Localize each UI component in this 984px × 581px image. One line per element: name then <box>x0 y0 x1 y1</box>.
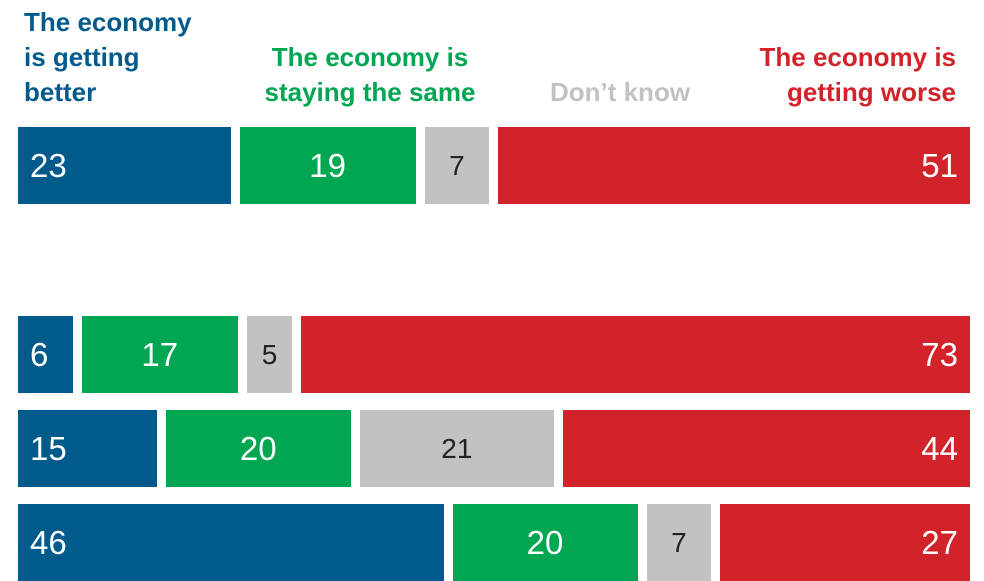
bar-segment: 6 <box>18 316 73 393</box>
bar-segment: 19 <box>239 127 416 204</box>
bar-segment: 46 <box>18 504 444 581</box>
legend-header: The economy is getting worse <box>759 42 957 107</box>
bar-segment: 27 <box>720 504 970 581</box>
value-label: 27 <box>921 523 958 561</box>
bar-segment: 17 <box>81 316 238 393</box>
bar-segment: 21 <box>359 410 554 487</box>
value-label: 15 <box>30 429 67 467</box>
value-label: 5 <box>261 338 278 370</box>
value-label: 19 <box>309 146 346 184</box>
value-label: 7 <box>671 526 687 558</box>
bar-segment: 23 <box>18 127 231 204</box>
legend-header: The economy is getting better <box>24 7 192 107</box>
bar-segment: 51 <box>498 127 970 204</box>
value-label: 73 <box>921 335 958 373</box>
bar-segment: 44 <box>563 410 970 487</box>
bar-segment: 15 <box>18 410 157 487</box>
value-label: 51 <box>921 146 958 184</box>
value-label: 21 <box>441 432 473 464</box>
value-label: 20 <box>239 429 277 467</box>
bar-segment: 20 <box>165 410 351 487</box>
bar-segment: 20 <box>452 504 638 581</box>
bar-segment: 73 <box>301 316 970 393</box>
value-label: 44 <box>921 429 958 467</box>
bar-segment: 5 <box>246 316 293 393</box>
value-label: 46 <box>30 523 67 561</box>
legend-header: The economy is staying the same <box>264 42 476 107</box>
value-label: 6 <box>30 335 49 373</box>
legend-header: Don’t know <box>549 77 691 107</box>
bar-segment: 7 <box>646 504 712 581</box>
value-label: 20 <box>526 523 564 561</box>
value-label: 7 <box>449 149 465 181</box>
value-label: 17 <box>141 335 179 373</box>
bar-segment: 7 <box>424 127 490 204</box>
value-label: 23 <box>30 146 67 184</box>
